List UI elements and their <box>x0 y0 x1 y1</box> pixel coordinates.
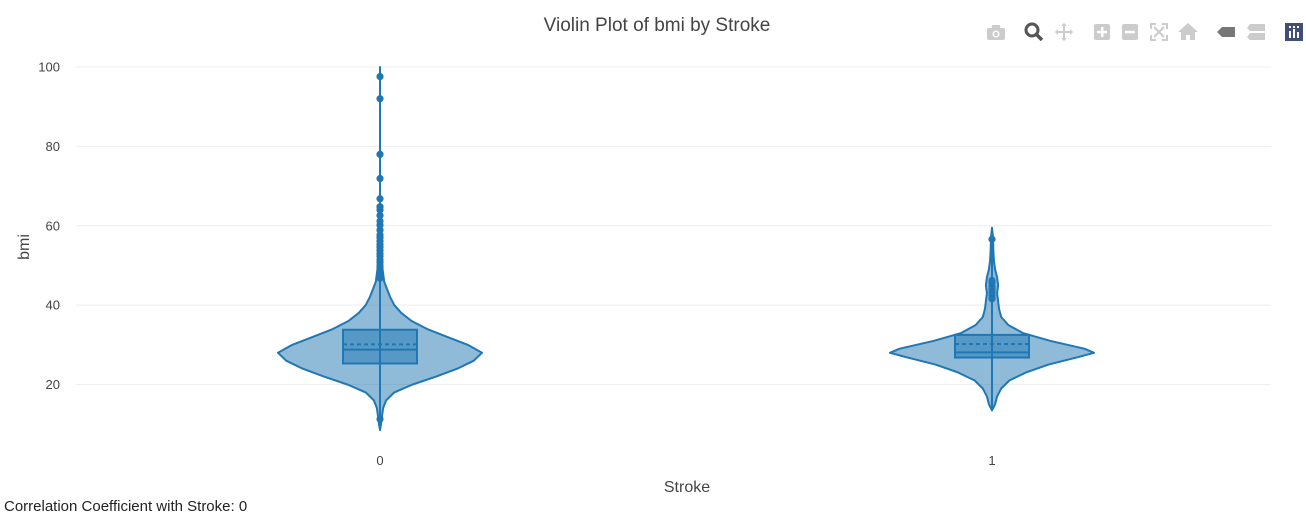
plotly-logo-icon[interactable] <box>1282 20 1306 44</box>
outlier-point[interactable] <box>376 195 384 203</box>
violin-0[interactable] <box>277 66 483 432</box>
y-tick-label: 20 <box>46 377 60 392</box>
outlier-point[interactable] <box>376 415 384 423</box>
y-axis-label: bmi <box>16 234 33 260</box>
y-tick-label: 40 <box>46 298 60 313</box>
correlation-note: Correlation Coefficient with Stroke: 0 <box>4 498 248 515</box>
zoom-icon[interactable] <box>1022 20 1046 44</box>
hover-closest-icon[interactable] <box>1214 20 1238 44</box>
x-axis-label: Stroke <box>664 479 710 496</box>
chart-title: Violin Plot of bmi by Stroke <box>544 15 771 36</box>
outlier-point[interactable] <box>988 276 996 285</box>
outlier-point[interactable] <box>376 72 384 81</box>
violins[interactable] <box>277 66 1095 432</box>
y-tick-label: 100 <box>38 60 60 75</box>
outlier-point[interactable] <box>376 95 384 103</box>
outlier-point[interactable] <box>376 150 384 158</box>
outlier-point[interactable] <box>376 211 384 220</box>
y-tick-labels: 20 40 60 80 100 <box>38 60 60 393</box>
pan-icon[interactable] <box>1052 20 1076 44</box>
y-tick-label: 80 <box>46 139 60 154</box>
outlier-point[interactable] <box>376 226 384 234</box>
outlier-point[interactable] <box>376 174 384 183</box>
autoscale-icon[interactable] <box>1147 20 1171 44</box>
zoom-out-icon[interactable] <box>1118 20 1142 44</box>
violin-1[interactable] <box>889 226 1095 412</box>
box-iqr[interactable] <box>342 328 418 365</box>
box-iqr[interactable] <box>954 333 1030 359</box>
x-tick-label: 0 <box>376 453 383 468</box>
zoom-in-icon[interactable] <box>1090 20 1114 44</box>
camera-icon[interactable] <box>984 20 1008 44</box>
reset-axes-icon[interactable] <box>1176 20 1200 44</box>
y-tick-label: 60 <box>46 218 60 233</box>
grid-lines <box>76 66 1271 385</box>
hover-compare-icon[interactable] <box>1244 20 1268 44</box>
outlier-point[interactable] <box>376 203 384 211</box>
x-tick-label: 1 <box>988 453 995 468</box>
outlier-point[interactable] <box>988 235 996 243</box>
outlier-point[interactable] <box>376 217 384 225</box>
